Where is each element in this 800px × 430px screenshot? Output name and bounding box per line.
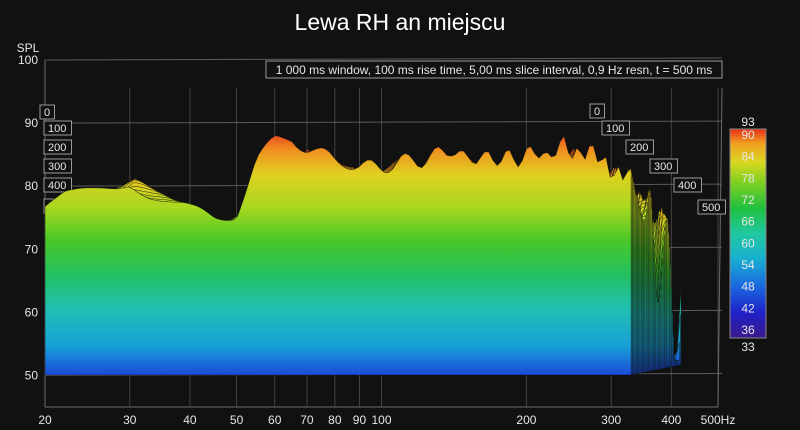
x-tick-label: 70 — [300, 413, 314, 427]
time-tag-left: 300 — [48, 161, 66, 173]
colorbar-tick: 90 — [741, 128, 755, 142]
x-tick-label: 80 — [328, 413, 342, 427]
info-box: 1 000 ms window, 100 ms rise time, 5,00 … — [265, 60, 723, 79]
info-text: 1 000 ms window, 100 ms rise time, 5,00 … — [276, 63, 713, 77]
time-tag-right: 400 — [678, 180, 696, 192]
colorbar-tick: 84 — [741, 150, 755, 164]
x-tick-label: 90 — [353, 413, 367, 427]
y-axis-label: SPL — [17, 41, 40, 55]
time-tag-right: 500 — [702, 202, 720, 214]
x-tick-label: 100 — [371, 413, 391, 427]
time-tag-left-frame — [39, 104, 55, 120]
colorbar-tick: 48 — [741, 280, 755, 294]
colorbar-tick: 42 — [741, 301, 755, 315]
y-tick-label: 70 — [25, 242, 39, 256]
time-tag-right-frame — [625, 139, 654, 155]
colorbar-max: 93 — [741, 115, 755, 129]
time-tag-right: 100 — [606, 123, 624, 135]
time-tag-right: 200 — [630, 142, 648, 154]
x-tick-label: 40 — [183, 413, 197, 427]
y-tick-label: 60 — [25, 305, 39, 319]
x-tick-label: 500Hz — [701, 413, 736, 427]
time-tag-right: 0 — [594, 106, 600, 118]
y-tick-label: 80 — [25, 179, 39, 193]
time-tag-left-frame — [43, 120, 72, 136]
time-tag-right-frame — [589, 103, 605, 119]
time-tag-right-frame — [649, 158, 678, 174]
colorbar-tick: 66 — [741, 215, 755, 229]
y-tick-label: 100 — [18, 53, 38, 67]
colorbar-tick: 60 — [741, 236, 755, 250]
waterfall-surface — [44, 135, 682, 376]
colorbar: 93 33 90 84 78 72 66 60 54 48 42 36 — [729, 115, 767, 354]
time-tag-left: 400 — [48, 180, 66, 192]
time-tag-right-frame — [601, 120, 630, 136]
x-tick-label: 300 — [601, 413, 621, 427]
x-tick-label: 50 — [230, 413, 244, 427]
waterfall-slice — [44, 135, 632, 376]
time-tag-left-frame — [43, 139, 72, 155]
info-box-frame — [265, 60, 723, 79]
time-tag-right-frame — [697, 199, 726, 215]
x-tick-label: 60 — [268, 413, 282, 427]
y-tick-label: 50 — [25, 368, 39, 382]
colorbar-ramp — [729, 128, 767, 339]
x-tick-label: 30 — [123, 413, 137, 427]
chart-title: Lewa RH an miejscu — [295, 9, 506, 35]
x-tick-label: 400 — [661, 413, 681, 427]
colorbar-tick: 36 — [741, 323, 755, 337]
colorbar-tick: 54 — [741, 258, 755, 272]
time-tag-right-frame — [673, 177, 702, 193]
grid-line — [44, 57, 723, 61]
y-tick-label: 90 — [25, 116, 39, 130]
time-tag-left-frame — [43, 158, 72, 174]
x-ticks: 20 30 40 50 60 70 80 90 100 200 300 400 500Hz — [38, 413, 735, 427]
colorbar-tick: 72 — [741, 193, 755, 207]
x-tick-label: 20 — [38, 413, 52, 427]
time-tag-left: 100 — [48, 123, 66, 135]
time-tag-left: 0 — [44, 107, 50, 119]
colorbar-min: 33 — [741, 340, 755, 354]
colorbar-tick: 78 — [741, 171, 755, 185]
time-tag-left: 200 — [48, 142, 66, 154]
y-ticks: 50 60 70 80 90 100 — [18, 53, 38, 382]
x-tick-label: 200 — [516, 413, 536, 427]
time-tag-left-frame — [43, 177, 72, 193]
time-tag-right: 300 — [654, 161, 672, 173]
